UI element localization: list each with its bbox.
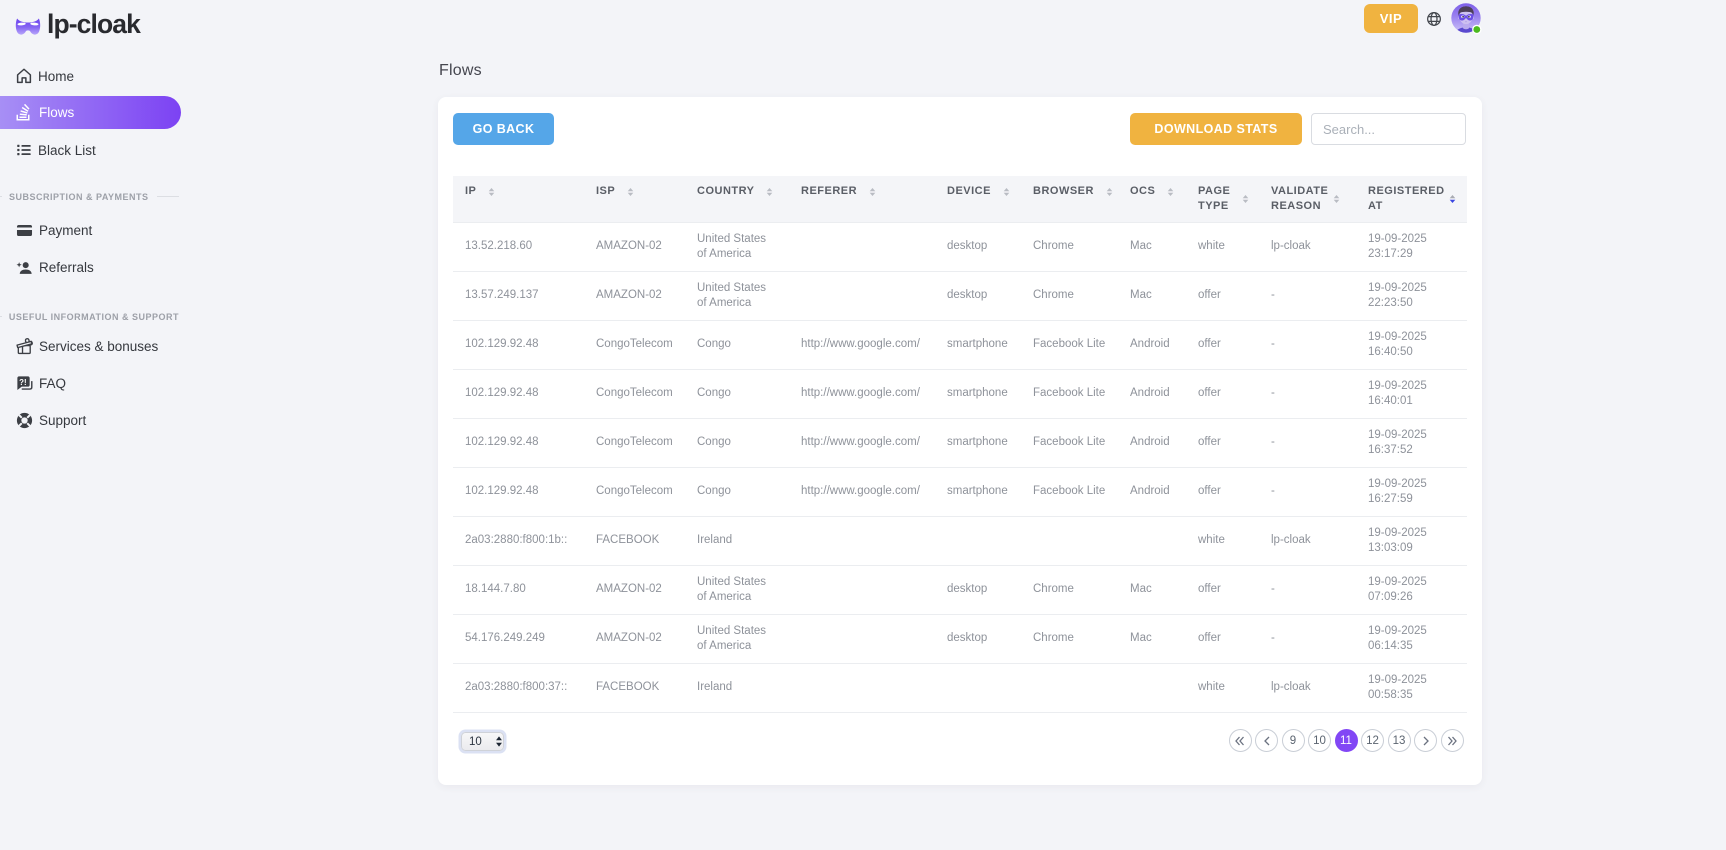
- svg-text:?!: ?!: [19, 377, 26, 386]
